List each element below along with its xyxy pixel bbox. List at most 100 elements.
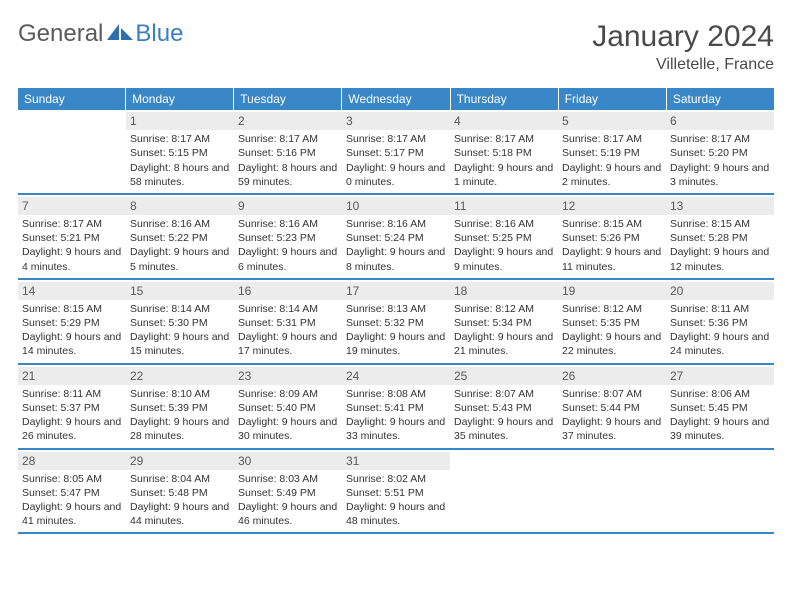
day-cell: 22 Sunrise: 8:10 AMSunset: 5:39 PMDayligh… (126, 365, 234, 448)
day-cell: 29 Sunrise: 8:04 AMSunset: 5:48 PMDayligh… (126, 450, 234, 533)
weekday-header: Saturday (667, 88, 774, 110)
day-number: 19 (558, 282, 666, 300)
day-number: 12 (558, 197, 666, 215)
day-number: 6 (666, 112, 774, 130)
header: General Blue January 2024 Villetelle, Fr… (18, 20, 774, 74)
day-number: 25 (450, 367, 558, 385)
day-info: Sunrise: 8:17 AMSunset: 5:19 PMDaylight:… (562, 132, 662, 189)
day-cell: 27Sunrise: 8:06 AMSunset: 5:45 PMDayligh… (666, 365, 774, 448)
day-number: 14 (18, 282, 126, 300)
day-info: Sunrise: 8:17 AMSunset: 5:18 PMDaylight:… (454, 132, 554, 189)
day-info: Sunrise: 8:03 AMSunset: 5:49 PMDaylight:… (238, 472, 338, 529)
day-info: Sunrise: 8:16 AMSunset: 5:25 PMDaylight:… (454, 217, 554, 274)
day-cell: 13 Sunrise: 8:15 AMSunset: 5:28 PMDayligh… (666, 195, 774, 278)
day-cell: 17 Sunrise: 8:13 AMSunset: 5:32 PMDayligh… (342, 280, 450, 363)
day-number: 9 (234, 197, 342, 215)
day-number: 1 (126, 112, 234, 130)
day-cell: 2 Sunrise: 8:17 AMSunset: 5:16 PMDaylight… (234, 110, 342, 193)
day-info: Sunrise: 8:15 AMSunset: 5:29 PMDaylight:… (22, 302, 122, 359)
day-cell: 16 Sunrise: 8:14 AMSunset: 5:31 PMDayligh… (234, 280, 342, 363)
week-row: 21Sunrise: 8:11 AMSunset: 5:37 PMDayligh… (18, 365, 774, 450)
week-row: 7Sunrise: 8:17 AMSunset: 5:21 PMDaylight… (18, 195, 774, 280)
day-cell (666, 450, 774, 533)
day-cell (558, 450, 666, 533)
day-info: Sunrise: 8:15 AMSunset: 5:28 PMDaylight:… (670, 217, 770, 274)
day-info: Sunrise: 8:15 AMSunset: 5:26 PMDaylight:… (562, 217, 662, 274)
location-label: Villetelle, France (592, 56, 774, 74)
day-cell: 19 Sunrise: 8:12 AMSunset: 5:35 PMDayligh… (558, 280, 666, 363)
day-info: Sunrise: 8:08 AMSunset: 5:41 PMDaylight:… (346, 387, 446, 444)
day-number: 17 (342, 282, 450, 300)
day-info: Sunrise: 8:02 AMSunset: 5:51 PMDaylight:… (346, 472, 446, 529)
day-cell: 23Sunrise: 8:09 AMSunset: 5:40 PMDayligh… (234, 365, 342, 448)
day-cell: 26 Sunrise: 8:07 AMSunset: 5:44 PMDayligh… (558, 365, 666, 448)
day-cell (18, 110, 126, 193)
day-info: Sunrise: 8:09 AMSunset: 5:40 PMDaylight:… (238, 387, 338, 444)
day-cell: 1 Sunrise: 8:17 AMSunset: 5:15 PMDaylight… (126, 110, 234, 193)
weekday-header: Monday (126, 88, 234, 110)
day-number: 5 (558, 112, 666, 130)
day-number: 27 (666, 367, 774, 385)
day-number: 24 (342, 367, 450, 385)
day-cell: 9 Sunrise: 8:16 AMSunset: 5:23 PMDaylight… (234, 195, 342, 278)
day-info: Sunrise: 8:11 AMSunset: 5:37 PMDaylight:… (22, 387, 122, 444)
day-number: 20 (666, 282, 774, 300)
title-block: January 2024 Villetelle, France (592, 20, 774, 74)
day-number: 18 (450, 282, 558, 300)
day-cell: 8Sunrise: 8:16 AMSunset: 5:22 PMDaylight… (126, 195, 234, 278)
day-number: 22 (126, 367, 234, 385)
day-number: 29 (126, 452, 234, 470)
day-cell: 11Sunrise: 8:16 AMSunset: 5:25 PMDayligh… (450, 195, 558, 278)
day-info: Sunrise: 8:04 AMSunset: 5:48 PMDaylight:… (130, 472, 230, 529)
day-cell: 24 Sunrise: 8:08 AMSunset: 5:41 PMDayligh… (342, 365, 450, 448)
day-info: Sunrise: 8:12 AMSunset: 5:35 PMDaylight:… (562, 302, 662, 359)
day-info: Sunrise: 8:14 AMSunset: 5:31 PMDaylight:… (238, 302, 338, 359)
day-number: 30 (234, 452, 342, 470)
day-info: Sunrise: 8:12 AMSunset: 5:34 PMDaylight:… (454, 302, 554, 359)
week-row: 14 Sunrise: 8:15 AMSunset: 5:29 PMDayligh… (18, 280, 774, 365)
day-cell: 28 Sunrise: 8:05 AMSunset: 5:47 PMDayligh… (18, 450, 126, 533)
day-info: Sunrise: 8:17 AMSunset: 5:16 PMDaylight:… (238, 132, 338, 189)
weeks-container: 1 Sunrise: 8:17 AMSunset: 5:15 PMDaylight… (18, 110, 774, 534)
day-number: 3 (342, 112, 450, 130)
day-info: Sunrise: 8:17 AMSunset: 5:15 PMDaylight:… (130, 132, 230, 189)
weekday-header: Wednesday (342, 88, 450, 110)
day-cell: 18 Sunrise: 8:12 AMSunset: 5:34 PMDayligh… (450, 280, 558, 363)
weekday-header-row: SundayMondayTuesdayWednesdayThursdayFrid… (18, 88, 774, 110)
day-number: 13 (666, 197, 774, 215)
day-info: Sunrise: 8:13 AMSunset: 5:32 PMDaylight:… (346, 302, 446, 359)
day-info: Sunrise: 8:10 AMSunset: 5:39 PMDaylight:… (130, 387, 230, 444)
day-number: 16 (234, 282, 342, 300)
day-number: 4 (450, 112, 558, 130)
day-info: Sunrise: 8:17 AMSunset: 5:21 PMDaylight:… (22, 217, 122, 274)
day-cell: 5 Sunrise: 8:17 AMSunset: 5:19 PMDaylight… (558, 110, 666, 193)
day-info: Sunrise: 8:16 AMSunset: 5:24 PMDaylight:… (346, 217, 446, 274)
day-cell: 20Sunrise: 8:11 AMSunset: 5:36 PMDayligh… (666, 280, 774, 363)
day-cell: 12 Sunrise: 8:15 AMSunset: 5:26 PMDayligh… (558, 195, 666, 278)
day-cell: 10Sunrise: 8:16 AMSunset: 5:24 PMDayligh… (342, 195, 450, 278)
day-number: 15 (126, 282, 234, 300)
day-number: 28 (18, 452, 126, 470)
calendar-grid: SundayMondayTuesdayWednesdayThursdayFrid… (18, 88, 774, 534)
day-number: 2 (234, 112, 342, 130)
day-info: Sunrise: 8:14 AMSunset: 5:30 PMDaylight:… (130, 302, 230, 359)
weekday-header: Friday (559, 88, 667, 110)
day-cell: 14 Sunrise: 8:15 AMSunset: 5:29 PMDayligh… (18, 280, 126, 363)
day-cell: 4 Sunrise: 8:17 AMSunset: 5:18 PMDaylight… (450, 110, 558, 193)
day-cell: 15 Sunrise: 8:14 AMSunset: 5:30 PMDayligh… (126, 280, 234, 363)
day-info: Sunrise: 8:17 AMSunset: 5:17 PMDaylight:… (346, 132, 446, 189)
day-cell: 25 Sunrise: 8:07 AMSunset: 5:43 PMDayligh… (450, 365, 558, 448)
day-cell: 7Sunrise: 8:17 AMSunset: 5:21 PMDaylight… (18, 195, 126, 278)
weekday-header: Tuesday (234, 88, 342, 110)
day-number: 26 (558, 367, 666, 385)
day-cell: 31Sunrise: 8:02 AMSunset: 5:51 PMDayligh… (342, 450, 450, 533)
calendar-page: General Blue January 2024 Villetelle, Fr… (0, 0, 792, 544)
weekday-header: Sunday (18, 88, 126, 110)
day-info: Sunrise: 8:07 AMSunset: 5:43 PMDaylight:… (454, 387, 554, 444)
day-number: 8 (126, 197, 234, 215)
week-row: 1 Sunrise: 8:17 AMSunset: 5:15 PMDaylight… (18, 110, 774, 195)
day-info: Sunrise: 8:16 AMSunset: 5:23 PMDaylight:… (238, 217, 338, 274)
day-info: Sunrise: 8:07 AMSunset: 5:44 PMDaylight:… (562, 387, 662, 444)
brand-part1: General (18, 20, 103, 48)
day-info: Sunrise: 8:05 AMSunset: 5:47 PMDaylight:… (22, 472, 122, 529)
